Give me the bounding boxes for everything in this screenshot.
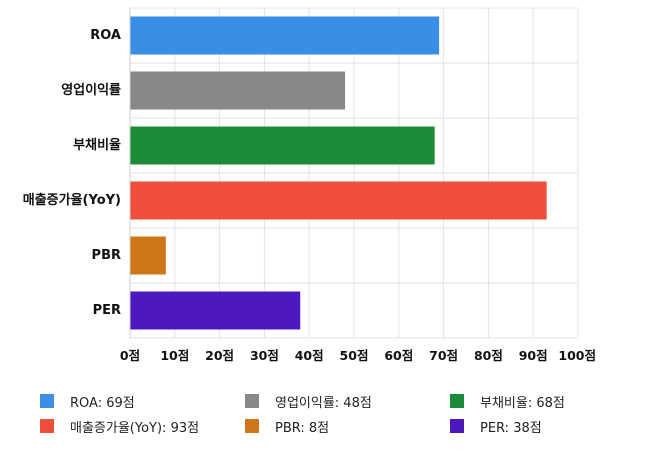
legend-item-debt-ratio: 부채비율: 68점 bbox=[450, 391, 565, 411]
legend-swatch-debt-ratio bbox=[450, 394, 464, 408]
x-tick-label: 0점 bbox=[120, 348, 140, 363]
category-label: ROA bbox=[90, 28, 121, 43]
legend-label-debt-ratio: 부채비율: 68점 bbox=[480, 395, 565, 411]
legend-label-roa: ROA: 69점 bbox=[70, 395, 135, 411]
bar bbox=[130, 291, 301, 330]
legend-item-revenue-growth: 매출증가율(YoY): 93점 bbox=[40, 416, 199, 436]
x-tick-label: 40점 bbox=[295, 348, 324, 363]
bar bbox=[130, 181, 547, 220]
x-tick-label: 100점 bbox=[558, 348, 596, 363]
chart-legend: ROA: 69점 영업이익률: 48점 부채비율: 68점 매출증가율(YoY)… bbox=[40, 391, 640, 441]
x-tick-label: 50점 bbox=[340, 348, 369, 363]
bar bbox=[130, 16, 440, 55]
legend-item-operating-margin: 영업이익률: 48점 bbox=[245, 391, 372, 411]
category-label: 부채비율 bbox=[73, 137, 121, 153]
legend-swatch-roa bbox=[40, 394, 54, 408]
bar bbox=[130, 71, 346, 110]
legend-label-pbr: PBR: 8점 bbox=[275, 420, 330, 436]
x-tick-label: 90점 bbox=[519, 348, 548, 363]
legend-swatch-pbr bbox=[245, 419, 259, 433]
legend-item-pbr: PBR: 8점 bbox=[245, 416, 329, 436]
x-tick-label: 30점 bbox=[250, 348, 279, 363]
legend-swatch-per bbox=[450, 419, 464, 433]
legend-item-roa: ROA: 69점 bbox=[40, 391, 135, 411]
category-label: 매출증가율(YoY) bbox=[23, 192, 121, 208]
legend-label-per: PER: 38점 bbox=[480, 420, 542, 436]
category-label: PER bbox=[93, 303, 121, 318]
x-tick-label: 20점 bbox=[205, 348, 234, 363]
x-tick-label: 70점 bbox=[429, 348, 458, 363]
legend-label-revenue-growth: 매출증가율(YoY): 93점 bbox=[70, 420, 200, 436]
bar bbox=[130, 236, 166, 275]
legend-label-operating-margin: 영업이익률: 48점 bbox=[275, 395, 372, 411]
legend-swatch-revenue-growth bbox=[40, 419, 54, 433]
x-tick-label: 10점 bbox=[160, 348, 189, 363]
bar bbox=[130, 126, 435, 165]
category-label: 영업이익률 bbox=[61, 82, 121, 98]
legend-item-per: PER: 38점 bbox=[450, 416, 542, 436]
x-tick-label: 60점 bbox=[384, 348, 413, 363]
category-label: PBR bbox=[92, 248, 121, 263]
x-tick-label: 80점 bbox=[474, 348, 503, 363]
legend-swatch-operating-margin bbox=[245, 394, 259, 408]
